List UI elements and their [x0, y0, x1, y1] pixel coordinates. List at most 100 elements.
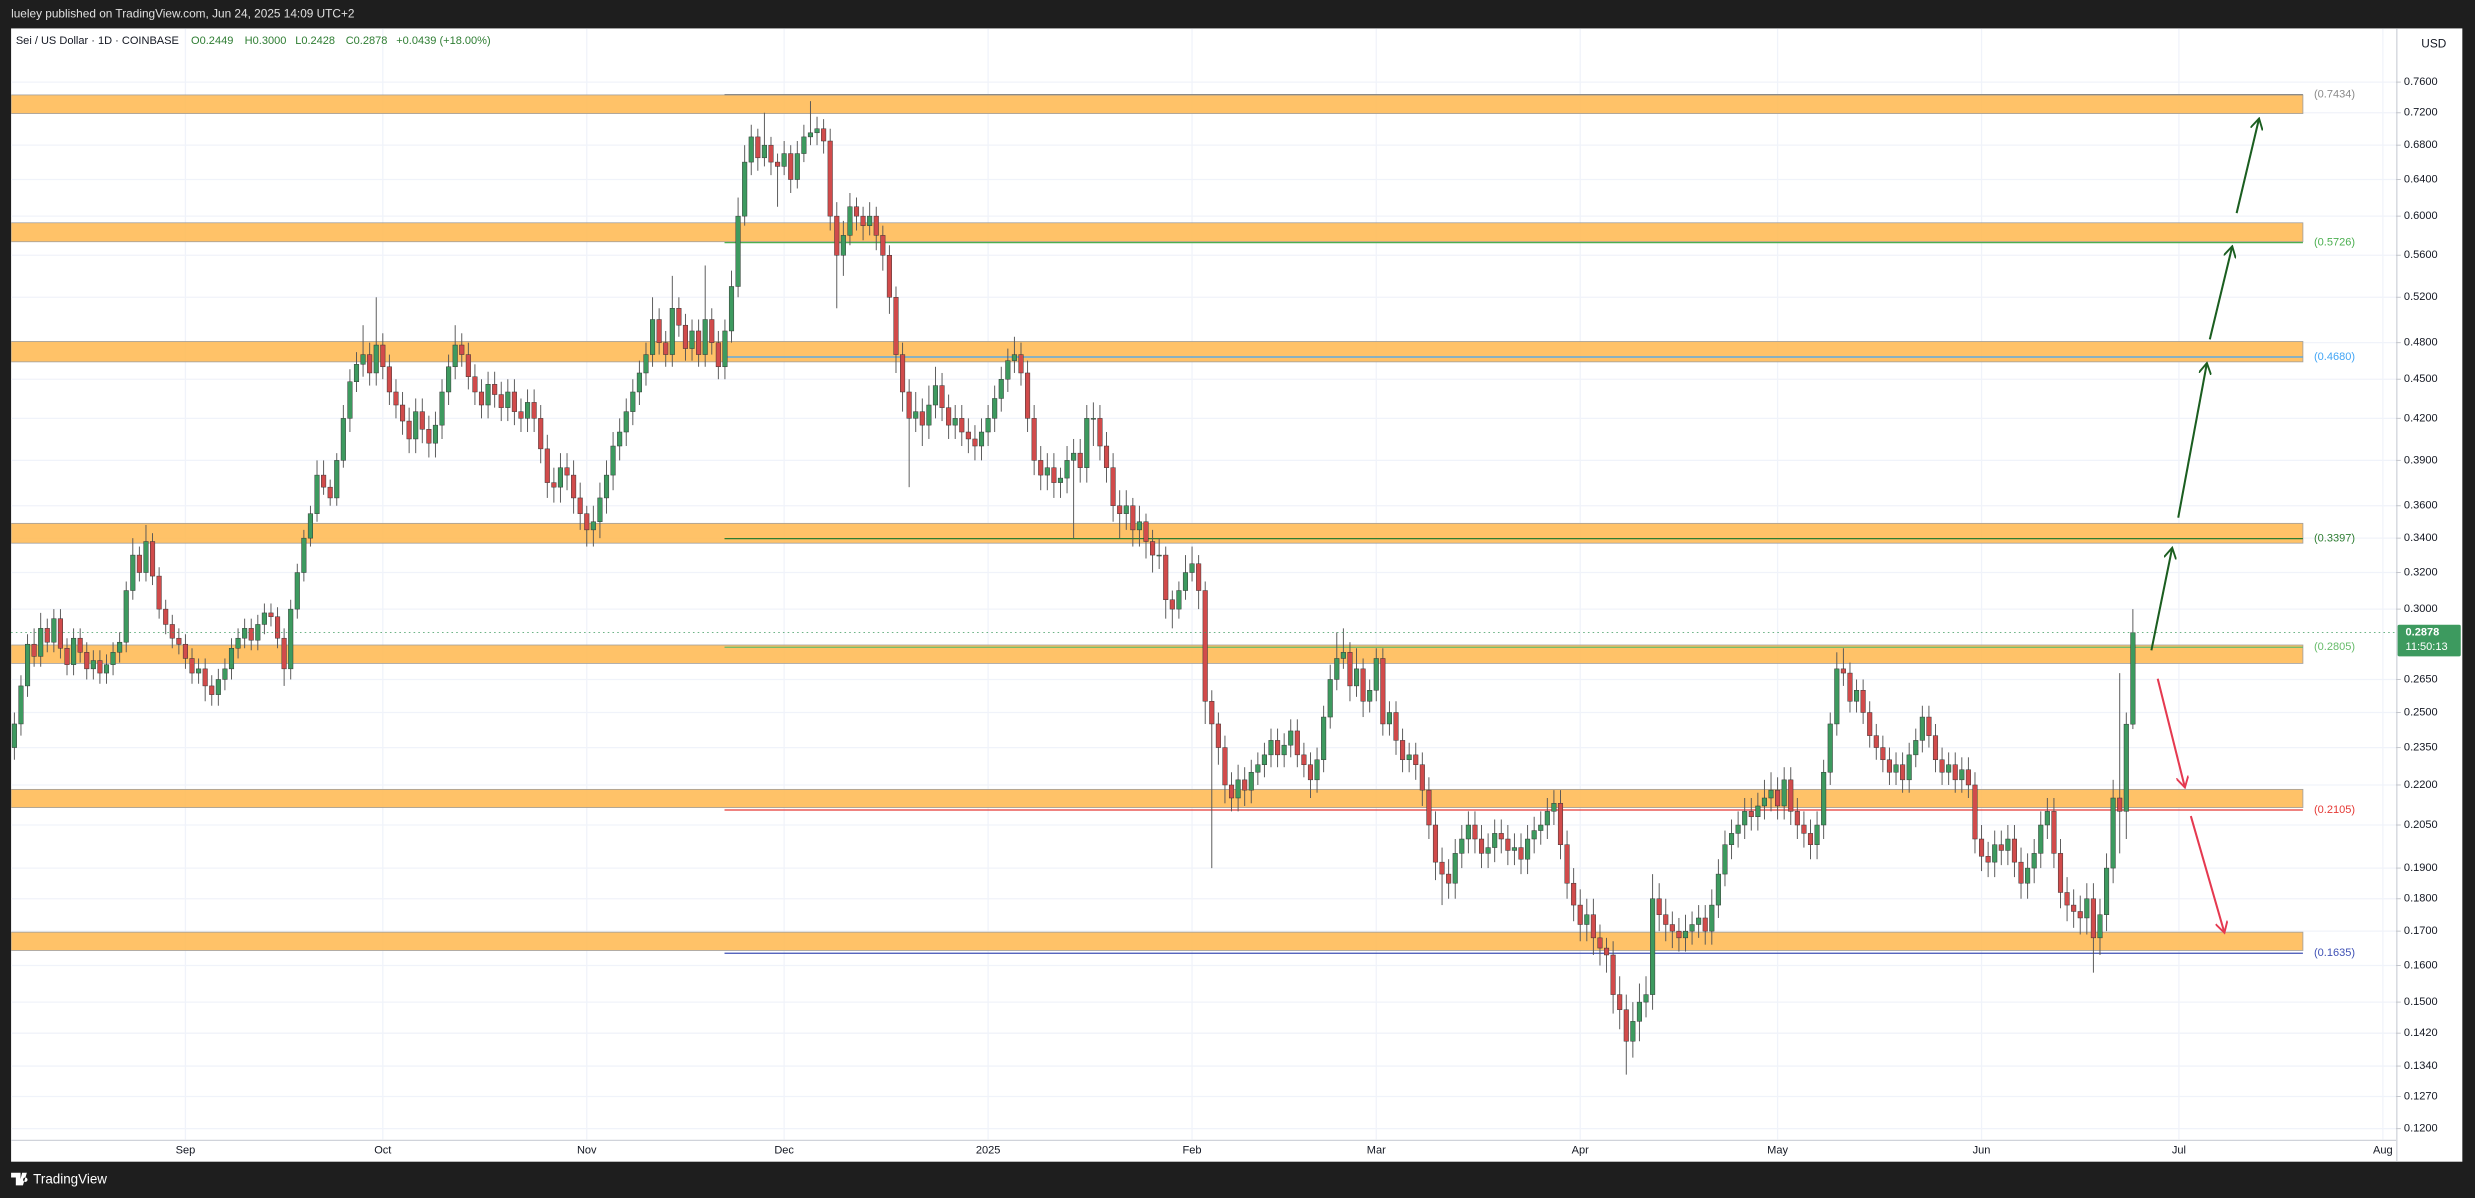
level-label: (0.3397) — [2314, 533, 2355, 545]
candle-body — [1248, 771, 1254, 791]
candle-body — [11, 723, 17, 748]
candle-body — [1182, 572, 1189, 591]
candle-body — [1071, 452, 1077, 461]
candle-body — [1202, 590, 1208, 702]
candle-body — [728, 286, 735, 332]
candle-body — [215, 679, 221, 695]
candle-body — [1715, 873, 1721, 906]
candle-body — [334, 460, 340, 499]
candle-body — [1696, 917, 1702, 925]
candle-body — [1702, 917, 1708, 932]
ohlc-open: O0.2449 — [191, 35, 233, 47]
candle-body — [1952, 764, 1958, 781]
brand: TradingView — [11, 1171, 107, 1186]
candle-body — [1380, 658, 1386, 725]
candle-body — [1959, 769, 1965, 781]
y-tick-label: 0.5600 — [2404, 249, 2438, 261]
candle-body — [248, 628, 254, 641]
arrow-down — [2156, 678, 2185, 786]
candle-body — [610, 445, 616, 476]
y-tick-label: 0.3000 — [2404, 603, 2438, 615]
candle-body — [1011, 354, 1017, 361]
candle-body — [2123, 723, 2129, 812]
candle-body — [814, 128, 820, 134]
candle-body — [1386, 712, 1392, 725]
candle-body — [1551, 803, 1557, 812]
candle-body — [1886, 759, 1892, 773]
candle-body — [821, 128, 827, 142]
candle-body — [1761, 797, 1767, 807]
x-tick-label: Nov — [577, 1145, 597, 1157]
candle-body — [478, 391, 485, 406]
brand-name: TradingView — [33, 1171, 107, 1186]
candle-body — [590, 521, 596, 531]
candle-body — [709, 319, 715, 343]
candle-body — [1432, 824, 1439, 863]
candle-body — [1176, 590, 1182, 610]
candle-body — [1393, 712, 1399, 741]
candle-body — [1900, 764, 1906, 781]
candle-body — [1025, 372, 1031, 419]
y-tick-label: 0.6800 — [2404, 139, 2438, 151]
candle-body — [393, 391, 399, 406]
candle-body — [294, 572, 300, 610]
y-tick-label: 0.3400 — [2404, 532, 2438, 544]
level-label: (0.4680) — [2314, 351, 2355, 363]
candle-body — [972, 438, 978, 447]
zone — [11, 94, 2304, 114]
candle-body — [761, 144, 767, 159]
candle-body — [1334, 658, 1340, 680]
candle-body — [1215, 723, 1221, 748]
candle-body — [1084, 418, 1090, 468]
candle-body — [1117, 505, 1123, 514]
candle-body — [847, 206, 853, 236]
candle-body — [1979, 838, 1985, 857]
candle-body — [1834, 668, 1840, 725]
candle-body — [1242, 779, 1248, 791]
candle-body — [1768, 789, 1774, 799]
candle-body — [77, 637, 83, 653]
candle-body — [1367, 690, 1373, 702]
candle-body — [426, 429, 432, 444]
candle-body — [853, 206, 860, 217]
candle-body — [807, 132, 813, 138]
y-tick-label: 0.1270 — [2404, 1090, 2438, 1102]
candle-body — [110, 652, 116, 665]
candle-body — [1880, 747, 1886, 761]
candle-body — [1518, 847, 1524, 860]
y-tick-label: 0.3600 — [2404, 500, 2438, 512]
candle-body — [1689, 924, 1695, 932]
candle-body — [2005, 838, 2011, 851]
candle-body — [123, 590, 129, 643]
y-tick-label: 0.2650 — [2404, 673, 2438, 685]
last-price-box — [2397, 624, 2461, 657]
candle-body — [1110, 467, 1116, 506]
y-tick-label: 0.4200 — [2404, 412, 2438, 424]
candle-body — [919, 411, 925, 426]
candle-body — [1729, 833, 1735, 845]
ohlc-low: L0.2428 — [295, 35, 335, 47]
candle-body — [1538, 824, 1544, 831]
candle-body — [2038, 824, 2044, 854]
y-tick-label: 0.1800 — [2404, 893, 2438, 905]
zone — [11, 931, 2304, 951]
candle-body — [485, 384, 491, 406]
candle-body — [38, 628, 44, 657]
candle-body — [2018, 861, 2024, 884]
candle-body — [1373, 658, 1379, 691]
y-tick-label: 0.6400 — [2404, 173, 2438, 185]
candle-body — [1590, 914, 1596, 939]
x-tick-label: Mar — [1367, 1145, 1386, 1157]
y-tick-label: 0.2500 — [2404, 706, 2438, 718]
candle-body — [669, 308, 675, 355]
candle-body — [913, 411, 919, 419]
y-tick-label: 0.2050 — [2404, 819, 2438, 831]
y-tick-label: 0.1600 — [2404, 959, 2438, 971]
candle-body — [1544, 811, 1550, 826]
candle-body — [775, 161, 781, 167]
candle-body — [1077, 452, 1083, 468]
candle-body — [340, 418, 346, 461]
candle-body — [965, 431, 971, 440]
candle-body — [2071, 904, 2077, 912]
